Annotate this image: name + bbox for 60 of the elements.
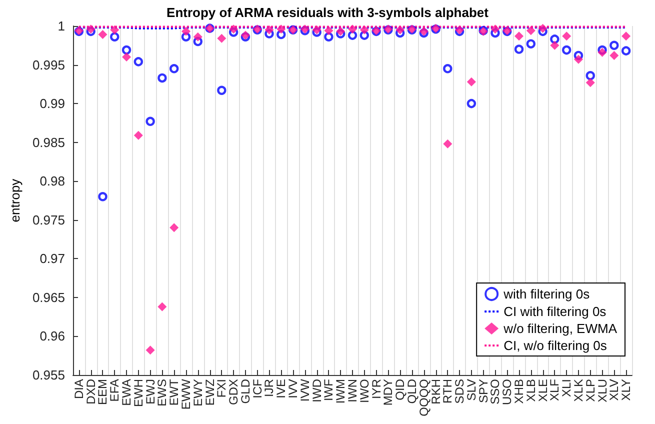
y-axis-title: entropy — [8, 178, 23, 222]
y-tick-label: 0.965 — [32, 290, 65, 305]
x-tick-label: XLB — [524, 379, 538, 402]
legend-label: with filtering 0s — [502, 286, 590, 302]
x-tick-label: EWT — [167, 378, 182, 406]
legend-label: w/o filtering, EWMA — [502, 321, 618, 336]
x-tick-label: EWJ — [143, 379, 158, 404]
x-tick-label: IVV — [286, 379, 300, 398]
x-tick-label: XLF — [548, 379, 562, 402]
x-tick-label: XLU — [595, 379, 610, 402]
x-tick-label: EWH — [131, 379, 146, 407]
y-tick-label: 0.975 — [32, 212, 65, 228]
y-tick-label: 1 — [58, 18, 65, 34]
x-tick-label: RTH — [440, 379, 455, 404]
x-tick-label: XLE — [536, 379, 550, 402]
y-tick-label: 0.995 — [32, 57, 65, 72]
x-tick-label: MDY — [381, 379, 396, 406]
x-tick-label: SPY — [476, 379, 490, 404]
x-tick-label: IVW — [298, 378, 312, 402]
x-tick-label: EWS — [155, 379, 170, 406]
x-tick-label: XLY — [619, 379, 634, 401]
x-tick-label: IWO — [357, 379, 372, 403]
x-tick-label: SDS — [452, 379, 467, 404]
legend-label: CI with filtering 0s — [504, 304, 607, 319]
x-tick-label: XLV — [607, 379, 622, 401]
x-tick-label: DXD — [84, 378, 98, 404]
x-tick-label: IVE — [274, 379, 288, 398]
x-tick-label: XLP — [583, 379, 598, 402]
x-tick-label: EWA — [120, 379, 134, 406]
x-tick-label: SSO — [488, 379, 502, 404]
x-tick-label: IJR — [262, 378, 276, 397]
x-tick-label: IWF — [322, 379, 336, 401]
x-tick-label: FXI — [214, 379, 229, 398]
legend-label: CI, w/o filtering 0s — [504, 338, 608, 353]
y-tick-label: 0.96 — [40, 328, 65, 344]
y-tick-label: 0.955 — [32, 368, 65, 382]
x-tick-label: XLK — [571, 379, 586, 402]
y-tick-label: 0.99 — [40, 96, 65, 112]
x-tick-label: IWM — [334, 378, 348, 404]
x-tick-label: ICF — [250, 379, 264, 398]
x-tick-label: XLI — [560, 379, 574, 398]
x-tick-label: IWD — [310, 378, 324, 402]
x-tick-label: QID — [393, 378, 408, 400]
x-tick-label: GDX — [226, 379, 241, 406]
y-tick-label: 0.98 — [40, 174, 65, 189]
x-tick-label: EEM — [96, 379, 110, 406]
x-tick-label: XHB — [512, 379, 526, 404]
x-tick-label: EWW — [178, 378, 193, 410]
x-tick-label: IYR — [369, 378, 384, 400]
x-tick-label: IWN — [346, 379, 360, 402]
x-tick-label: EFA — [108, 379, 122, 402]
y-tick-label: 0.97 — [40, 251, 65, 266]
x-tick-label: GLD — [238, 378, 252, 404]
y-tick-label: 0.985 — [32, 134, 65, 150]
chart-title: Entropy of ARMA residuals with 3-symbols alphabet — [166, 5, 490, 20]
x-tick-label: EWY — [190, 379, 205, 406]
x-tick-label: SLV — [464, 379, 478, 401]
x-tick-label: DIA — [72, 379, 86, 400]
x-tick-label: EWZ — [202, 379, 217, 406]
x-tick-label: USO — [500, 379, 514, 406]
